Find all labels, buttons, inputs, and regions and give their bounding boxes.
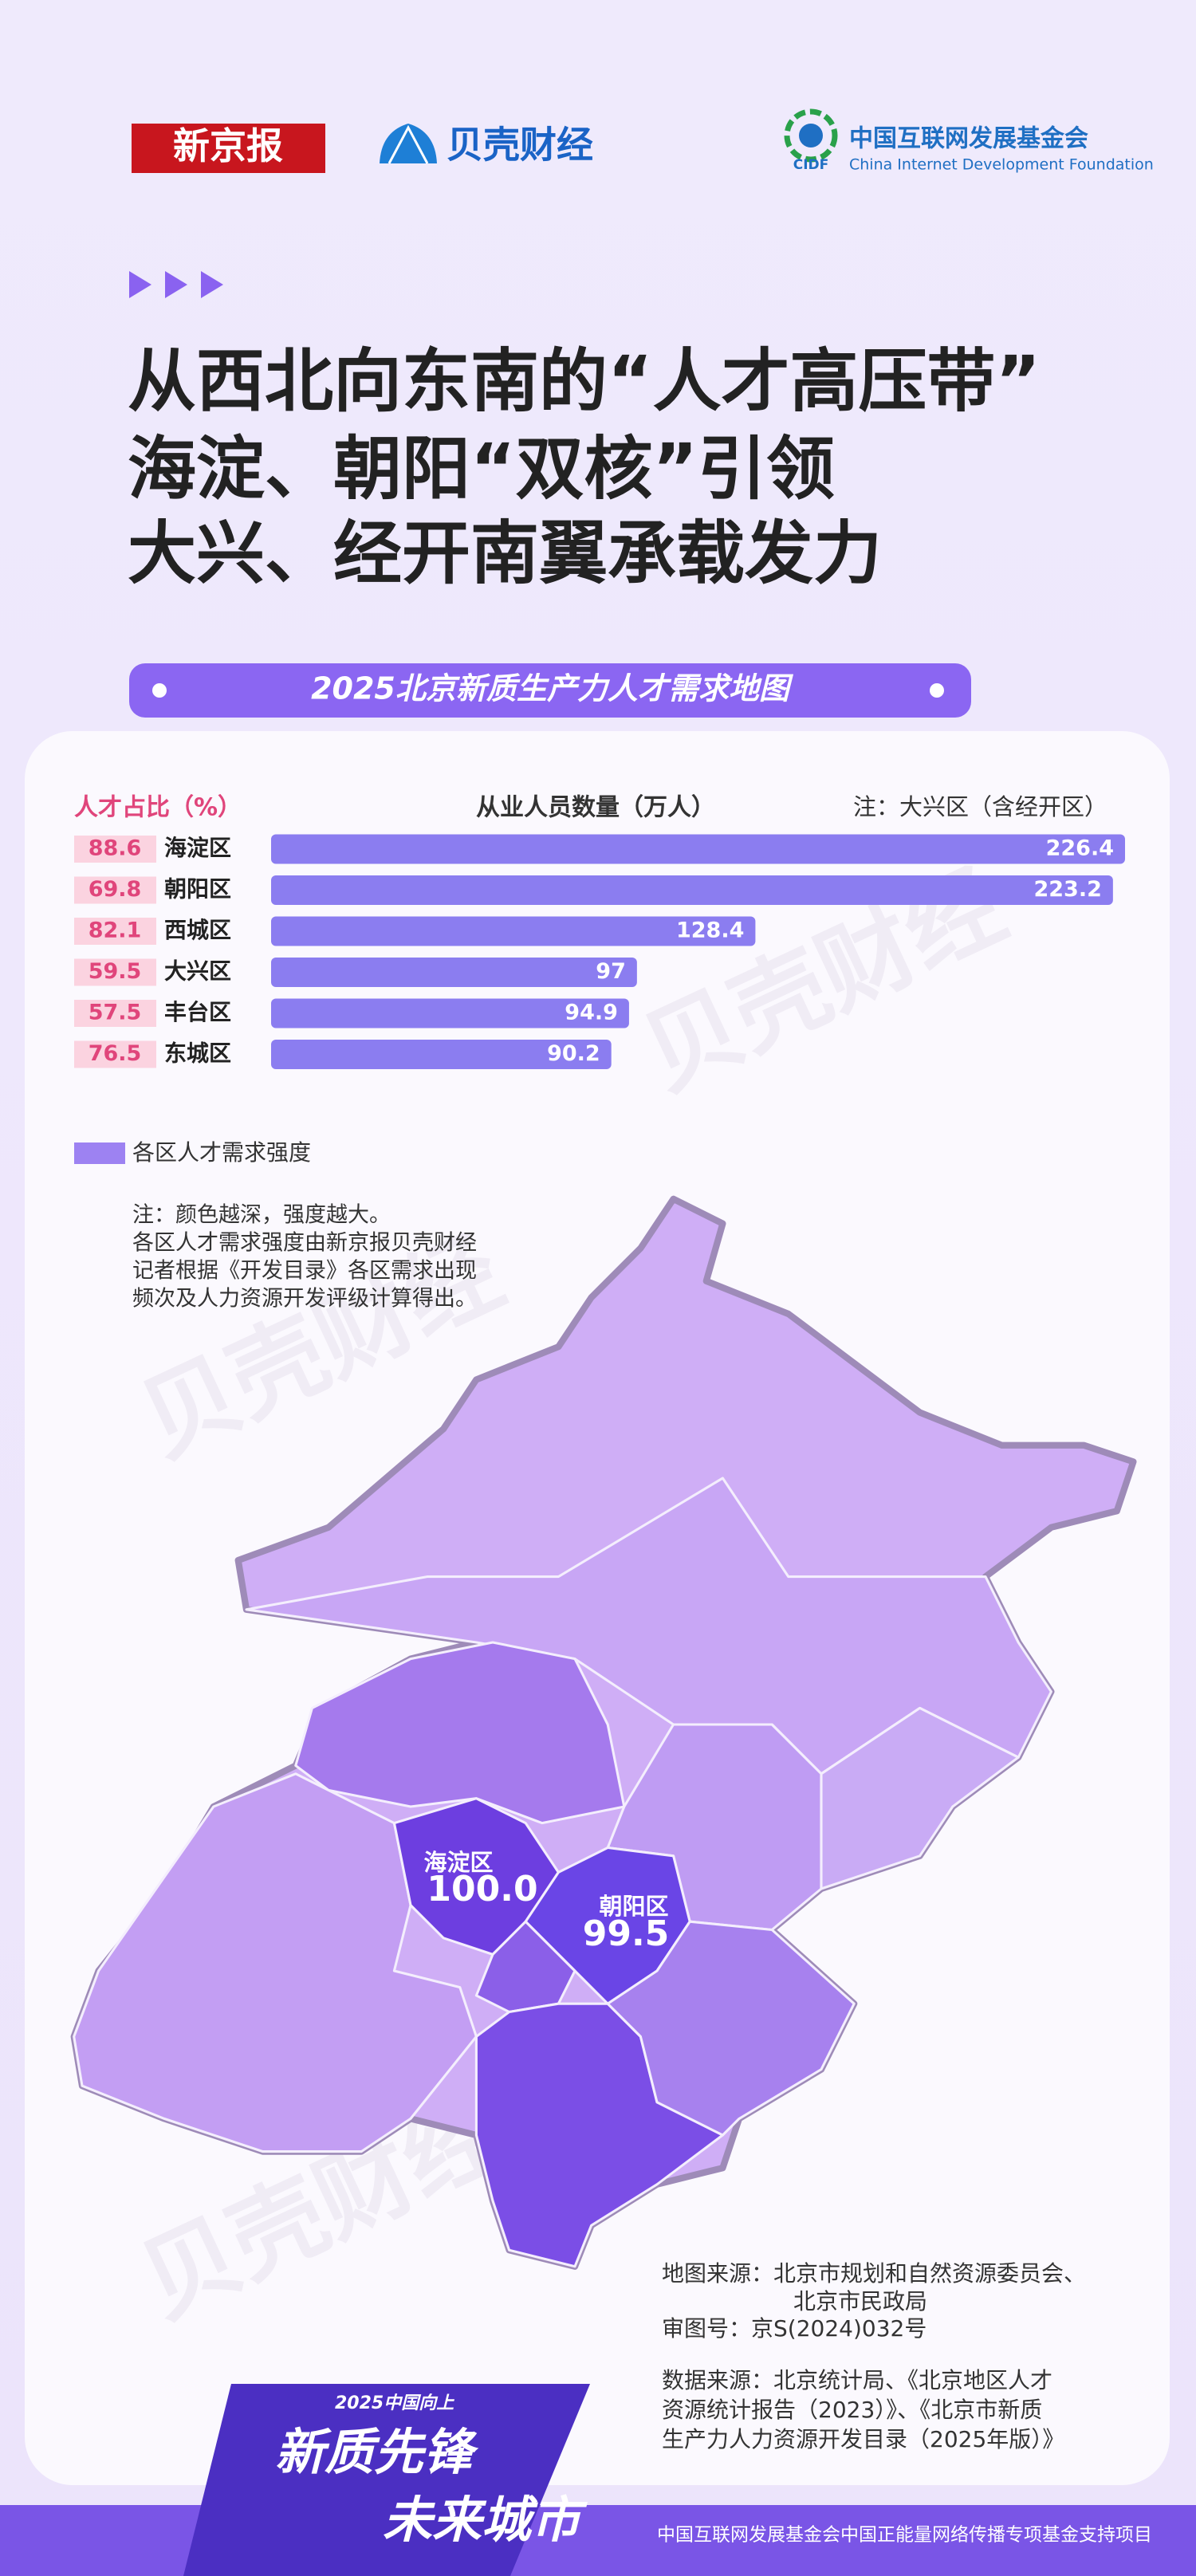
value-label: 128.4 xyxy=(676,918,744,943)
chart-note: 注：大兴区（含经开区） xyxy=(853,793,1107,820)
map-region xyxy=(245,1477,1052,1776)
share-value: 59.5 xyxy=(89,959,142,984)
badge-text: 2025中国向上 xyxy=(335,2393,454,2413)
bar xyxy=(271,1040,612,1069)
title-line: 从西北向东南的“人才高压带” xyxy=(128,341,1041,421)
title-line: 大兴、经开南翼承载发力 xyxy=(128,513,882,593)
note: 记者根据《开发目录》各区需求出现 xyxy=(132,1259,477,1284)
note: 各区人才需求强度由新京报贝壳财经 xyxy=(132,1231,477,1256)
value-label: 90.2 xyxy=(547,1041,600,1066)
logo: China Internet Development Foundation xyxy=(849,156,1154,174)
badge-text: 新质先锋 xyxy=(275,2423,479,2481)
category-label: 西城区 xyxy=(164,917,231,943)
bar xyxy=(271,916,756,946)
banner-dot xyxy=(152,683,167,698)
category-label: 海淀区 xyxy=(164,835,231,861)
value-label: 94.9 xyxy=(565,1001,618,1025)
share-value: 57.5 xyxy=(89,1001,142,1025)
chart-title: 从业人员数量（万人） xyxy=(476,794,715,822)
map-label: 朝阳区 xyxy=(599,1893,668,1920)
share-box xyxy=(74,958,156,986)
share-box xyxy=(74,836,156,863)
bar xyxy=(271,998,629,1028)
logo: 中国互联网发展基金会 xyxy=(849,125,1088,153)
share-value: 76.5 xyxy=(89,1041,142,1066)
bar xyxy=(271,834,1125,864)
logo-icon xyxy=(784,108,838,163)
source: 资源统计报告（2023）》、《北京市新质 xyxy=(662,2397,1042,2423)
share-label: 人才占比（%） xyxy=(74,794,242,822)
share-box xyxy=(74,876,156,904)
banner-dot xyxy=(930,683,944,698)
map-region xyxy=(474,2002,724,2268)
map-value: 99.5 xyxy=(583,1913,670,1954)
source: 地图来源：北京市规划和自然资源委员会、 xyxy=(662,2260,1086,2287)
source: 数据来源：北京统计局、《北京地区人才 xyxy=(662,2367,1052,2393)
category-label: 大兴区 xyxy=(164,958,231,985)
map xyxy=(70,1195,1137,2270)
map-region xyxy=(820,1706,1020,1890)
note: 频次及人力资源开发评级计算得出。 xyxy=(132,1287,477,1312)
share-box xyxy=(74,1040,156,1068)
bar xyxy=(271,958,637,987)
share-value: 88.6 xyxy=(89,836,142,861)
share-value: 82.1 xyxy=(89,918,142,943)
map-value: 100.0 xyxy=(427,1869,537,1909)
share-box xyxy=(74,918,156,945)
note: 注：颜色越深，强度越大。 xyxy=(132,1203,391,1228)
category-label: 东城区 xyxy=(164,1040,231,1067)
map-region xyxy=(73,1772,478,2153)
map-region xyxy=(606,1920,856,2137)
source: 北京市民政局 xyxy=(793,2288,927,2314)
logo: 新京报 xyxy=(173,124,283,167)
banner-text: 2025北京新质生产力人才需求地图 xyxy=(311,671,794,706)
footer-text: 中国互联网发展基金会中国正能量网络传播专项基金支持项目 xyxy=(657,2525,1152,2546)
value-label: 226.4 xyxy=(1046,836,1114,861)
bar xyxy=(271,875,1113,905)
category-label: 朝阳区 xyxy=(164,876,231,903)
banner xyxy=(129,663,971,718)
legend-text: 各区人才需求强度 xyxy=(132,1139,311,1166)
value-label: 223.2 xyxy=(1033,877,1101,902)
logo: CIDF xyxy=(793,157,829,173)
share-value: 69.8 xyxy=(89,877,142,902)
footer-badge xyxy=(183,2384,590,2576)
title-line: 海淀、朝阳“双核”引领 xyxy=(128,429,835,509)
logo: 贝壳财经 xyxy=(447,124,593,167)
value-label: 97 xyxy=(596,959,626,984)
map-label: 海淀区 xyxy=(423,1849,493,1876)
logo-box xyxy=(132,124,325,173)
decor-arrows xyxy=(129,271,223,298)
badge-text: 未来城市 xyxy=(383,2491,588,2549)
share-box xyxy=(74,1000,156,1027)
source: 生产力人力资源开发目录（2025年版）》 xyxy=(662,2426,1064,2452)
legend-swatch xyxy=(74,1142,125,1164)
logo-icon xyxy=(380,124,437,164)
source: 审图号：京S(2024)032号 xyxy=(662,2315,927,2342)
bar-rows: 88.6 海淀区 226.4 69.8 朝阳区 223.2 82.1 西城区 128.4 59.5… xyxy=(74,834,1125,1069)
category-label: 丰台区 xyxy=(164,999,231,1025)
